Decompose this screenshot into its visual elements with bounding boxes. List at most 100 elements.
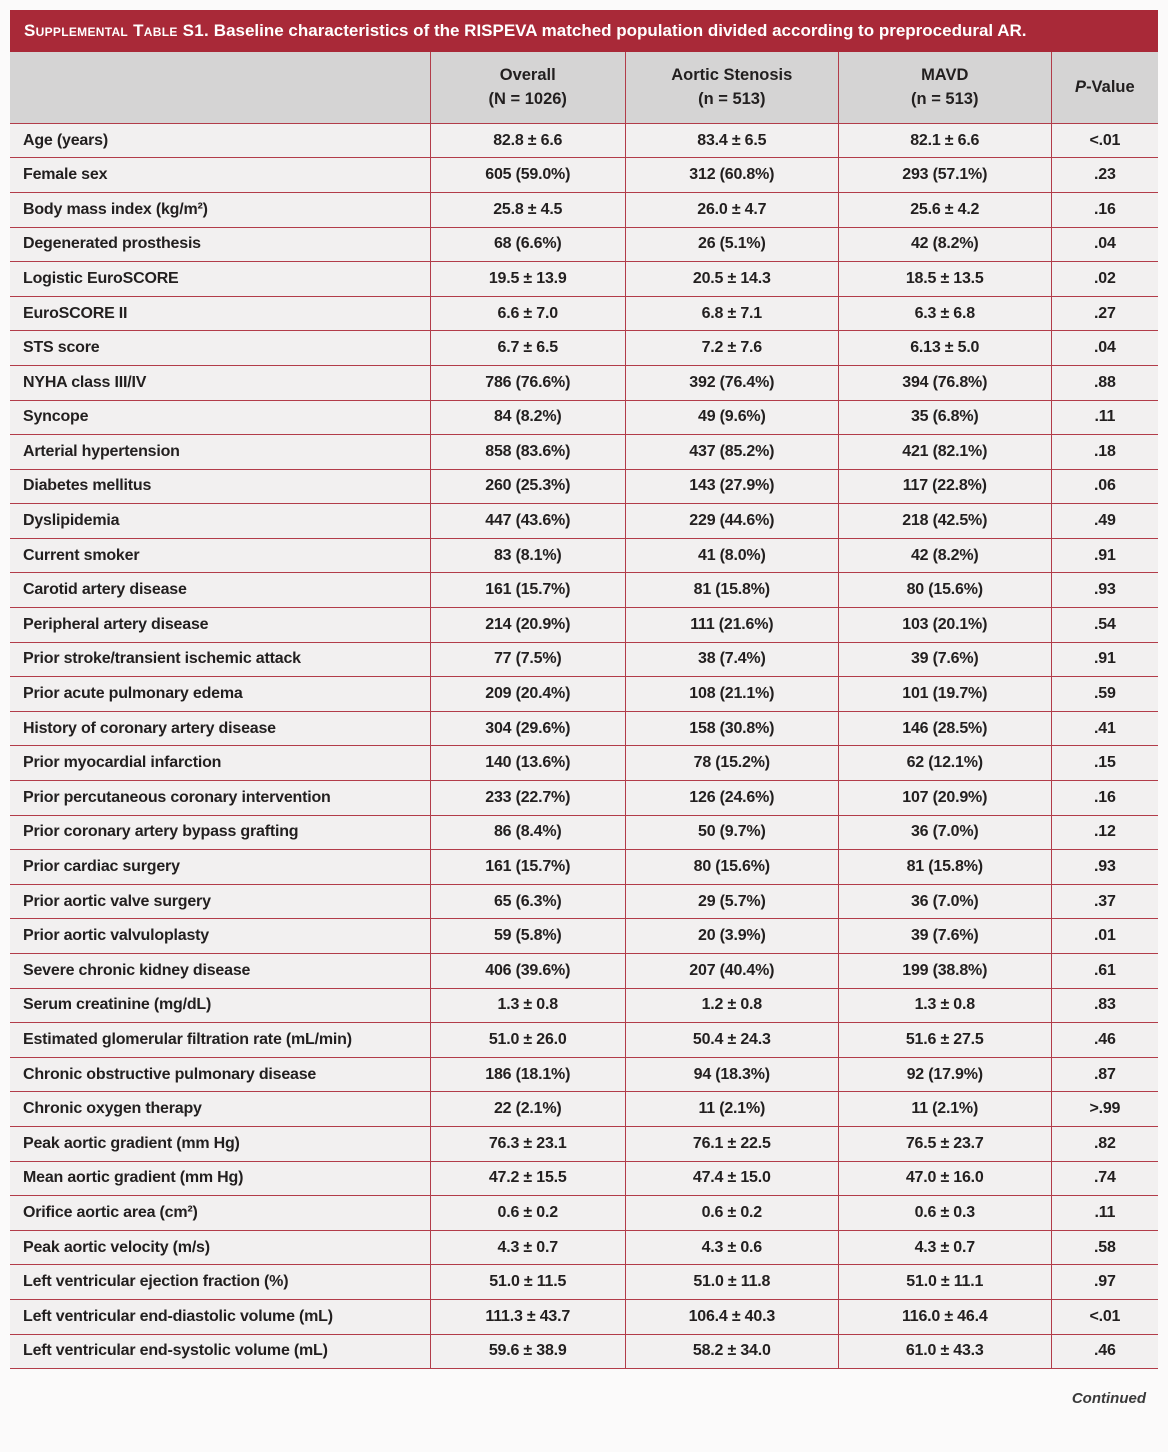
cell-mavd: 6.13 ± 5.0 [837,330,1052,366]
cell-overall: 447 (43.6%) [429,503,626,539]
table-title-text: Baseline characteristics of the RISPEVA … [209,21,1027,40]
cell-mavd: 39 (7.6%) [837,918,1052,954]
cell-mavd: 146 (28.5%) [837,710,1052,746]
cell-aortic-stenosis: 437 (85.2%) [624,434,839,470]
row-label: Carotid artery disease [10,572,431,608]
row-label: Degenerated prosthesis [10,226,431,262]
header-p-value: P-Value [1050,52,1158,124]
cell-overall: 858 (83.6%) [429,434,626,470]
header-aortic-stenosis-n: (n = 513) [698,89,766,108]
cell-p-value: .91 [1050,537,1158,573]
table-row: Peripheral artery disease 214 (20.9%) 11… [10,607,1158,643]
cell-mavd: 394 (76.8%) [837,364,1052,400]
row-label: Prior aortic valve surgery [10,883,431,919]
table-row: Logistic EuroSCORE 19.5 ± 13.9 20.5 ± 14… [10,261,1158,297]
cell-aortic-stenosis: 7.2 ± 7.6 [624,330,839,366]
cell-p-value: .93 [1050,849,1158,885]
cell-aortic-stenosis: 126 (24.6%) [624,780,839,816]
cell-overall: 86 (8.4%) [429,814,626,850]
header-p-italic: P [1075,77,1087,96]
row-label: Prior myocardial infarction [10,745,431,781]
table-row: Peak aortic gradient (mm Hg) 76.3 ± 23.1… [10,1125,1158,1162]
cell-aortic-stenosis: 49 (9.6%) [624,399,839,435]
cell-overall: 406 (39.6%) [429,953,626,989]
table-row: Prior aortic valve surgery 65 (6.3%) 29 … [10,883,1158,919]
row-label: Chronic oxygen therapy [10,1091,431,1127]
cell-p-value: .74 [1050,1160,1158,1196]
table-row: Arterial hypertension 858 (83.6%) 437 (8… [10,434,1158,470]
cell-p-value: .87 [1050,1056,1158,1092]
cell-p-value: .23 [1050,157,1158,193]
baseline-characteristics-table: Overall (N = 1026) Aortic Stenosis (n = … [10,52,1158,1370]
cell-mavd: 103 (20.1%) [837,607,1052,643]
row-label: Arterial hypertension [10,434,431,470]
row-label: Left ventricular end-diastolic volume (m… [10,1298,431,1335]
cell-aortic-stenosis: 81 (15.8%) [624,572,839,608]
cell-mavd: 218 (42.5%) [837,503,1052,539]
cell-aortic-stenosis: 143 (27.9%) [624,468,839,504]
cell-p-value: .15 [1050,745,1158,781]
table-row: History of coronary artery disease 304 (… [10,710,1158,746]
table-row: Degenerated prosthesis 68 (6.6%) 26 (5.1… [10,226,1158,262]
cell-mavd: 39 (7.6%) [837,641,1052,677]
cell-p-value: .82 [1050,1125,1158,1162]
row-label: Serum creatinine (mg/dL) [10,987,431,1023]
cell-p-value: .88 [1050,364,1158,400]
header-overall-name: Overall [499,66,556,85]
header-aortic-stenosis: Aortic Stenosis (n = 513) [624,52,839,124]
cell-aortic-stenosis: 41 (8.0%) [624,537,839,573]
cell-aortic-stenosis: 158 (30.8%) [624,710,839,746]
table-row: Prior coronary artery bypass grafting 86… [10,814,1158,850]
cell-aortic-stenosis: 207 (40.4%) [624,953,839,989]
row-label: Estimated glomerular filtration rate (mL… [10,1022,431,1058]
row-label: Logistic EuroSCORE [10,261,431,297]
cell-aortic-stenosis: 29 (5.7%) [624,883,839,919]
cell-p-value: .61 [1050,953,1158,989]
cell-aortic-stenosis: 20.5 ± 14.3 [624,261,839,297]
cell-mavd: 61.0 ± 43.3 [837,1333,1052,1369]
header-mavd-name: MAVD [921,66,969,85]
cell-aortic-stenosis: 50 (9.7%) [624,814,839,850]
row-label: Peripheral artery disease [10,607,431,643]
cell-p-value: .59 [1050,676,1158,712]
table-row: Left ventricular end-systolic volume (mL… [10,1333,1158,1369]
cell-aortic-stenosis: 111 (21.6%) [624,607,839,643]
cell-mavd: 42 (8.2%) [837,226,1052,262]
continued-note: Continued [1071,1390,1146,1408]
cell-mavd: 82.1 ± 6.6 [837,122,1052,158]
cell-p-value: <.01 [1050,1298,1158,1335]
table-row: Carotid artery disease 161 (15.7%) 81 (1… [10,572,1158,608]
cell-overall: 214 (20.9%) [429,607,626,643]
row-label: Peak aortic velocity (m/s) [10,1229,431,1265]
header-empty-cell [10,52,431,124]
cell-mavd: 0.6 ± 0.3 [837,1195,1052,1231]
table-row: EuroSCORE II 6.6 ± 7.0 6.8 ± 7.1 6.3 ± 6… [10,295,1158,331]
page: Supplemental Table S1. Baseline characte… [10,10,1158,1408]
row-label: Female sex [10,157,431,193]
table-row: Severe chronic kidney disease 406 (39.6%… [10,953,1158,989]
cell-aortic-stenosis: 94 (18.3%) [624,1056,839,1092]
cell-overall: 83 (8.1%) [429,537,626,573]
row-label: Orifice aortic area (cm²) [10,1195,431,1231]
header-mavd-n: (n = 513) [911,89,979,108]
cell-aortic-stenosis: 20 (3.9%) [624,918,839,954]
cell-mavd: 18.5 ± 13.5 [837,261,1052,297]
cell-overall: 68 (6.6%) [429,226,626,262]
cell-overall: 233 (22.7%) [429,780,626,816]
cell-overall: 0.6 ± 0.2 [429,1195,626,1231]
table-row: STS score 6.7 ± 6.5 7.2 ± 7.6 6.13 ± 5.0… [10,330,1158,366]
table-row: Chronic oxygen therapy 22 (2.1%) 11 (2.1… [10,1091,1158,1127]
cell-aortic-stenosis: 78 (15.2%) [624,745,839,781]
cell-aortic-stenosis: 26 (5.1%) [624,226,839,262]
table-row: Prior stroke/transient ischemic attack 7… [10,641,1158,677]
cell-aortic-stenosis: 47.4 ± 15.0 [624,1160,839,1196]
cell-mavd: 6.3 ± 6.8 [837,295,1052,331]
cell-p-value: .01 [1050,918,1158,954]
cell-p-value: .54 [1050,607,1158,643]
table-row: Orifice aortic area (cm²) 0.6 ± 0.2 0.6 … [10,1195,1158,1231]
table-row: Left ventricular ejection fraction (%) 5… [10,1264,1158,1300]
cell-aortic-stenosis: 58.2 ± 34.0 [624,1333,839,1369]
row-label: Prior coronary artery bypass grafting [10,814,431,850]
row-label: Severe chronic kidney disease [10,953,431,989]
cell-overall: 786 (76.6%) [429,364,626,400]
